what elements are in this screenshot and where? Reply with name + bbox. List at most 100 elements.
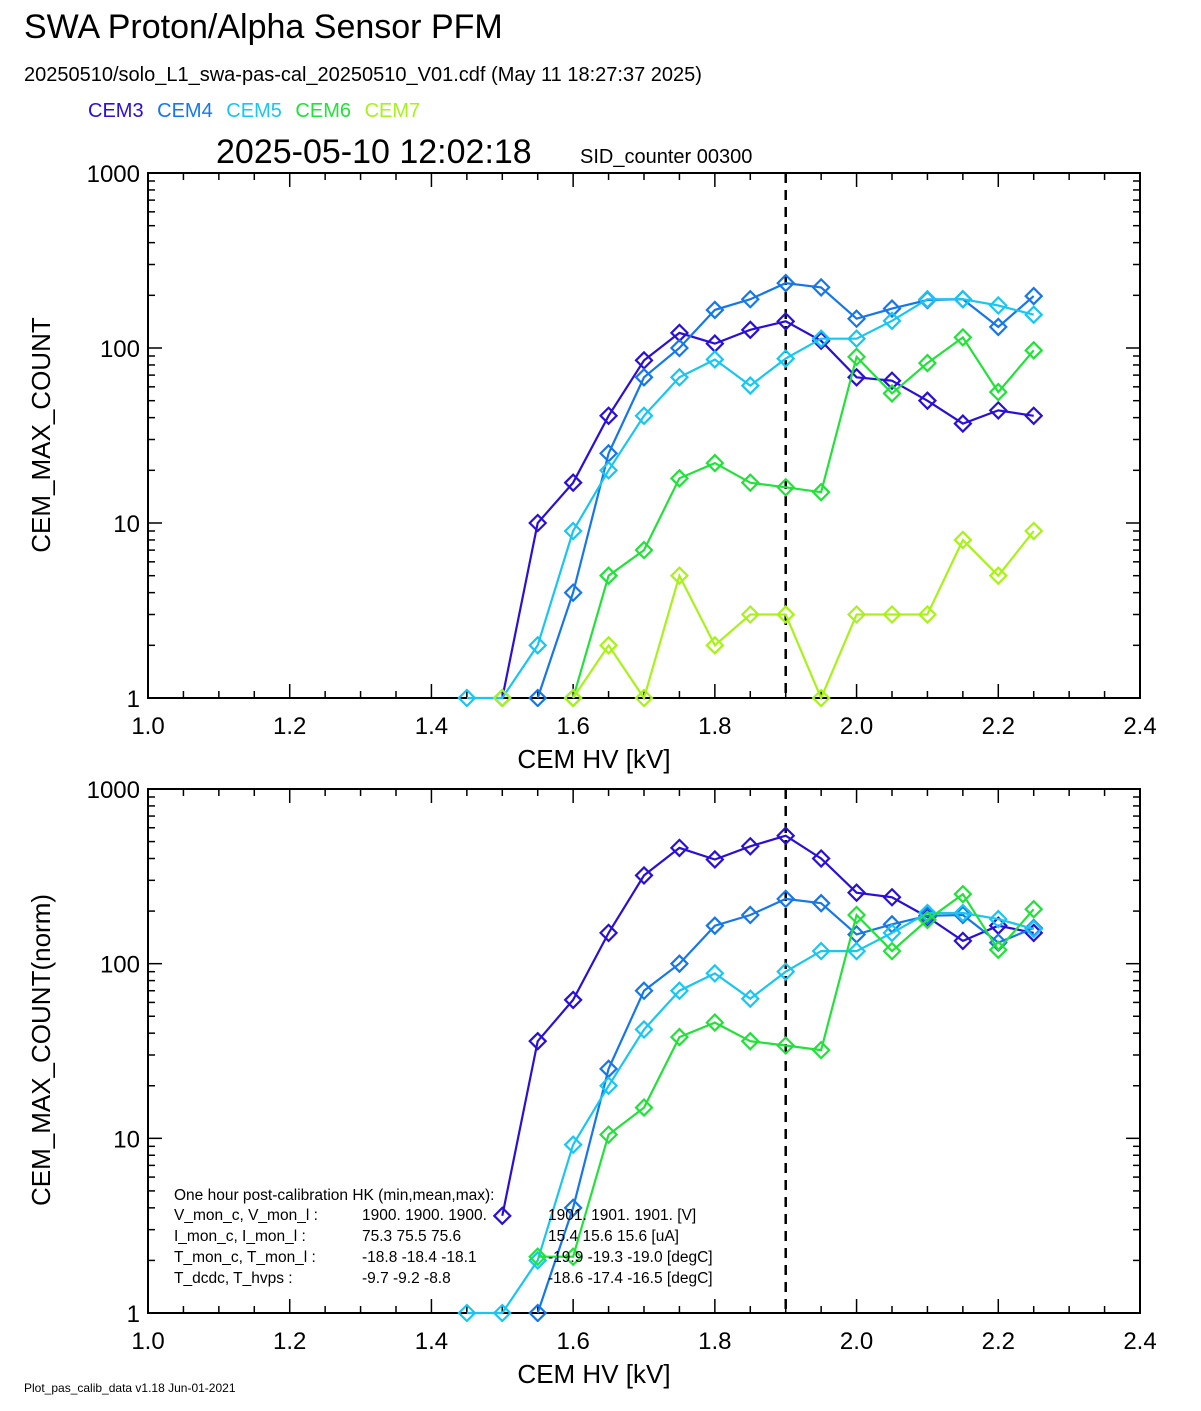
data-point-cem7: [705, 635, 725, 655]
data-point-cem3: [740, 320, 760, 340]
data-point-cem5: [953, 289, 973, 309]
data-point-cem4: [669, 338, 689, 358]
plot-panel-1: 1.0 1.2 1.4 1.6 1.8 2.0 2.2 2.4 1 10 100 1000 CEM HV…: [26, 161, 1157, 774]
y-tick-label: 1: [127, 1301, 140, 1328]
data-point-cem3: [882, 887, 902, 907]
data-point-cem3: [599, 923, 619, 943]
data-point-cem6: [563, 1247, 583, 1267]
data-point-cem5: [847, 941, 867, 961]
data-point-cem7: [811, 688, 831, 707]
data-point-cem3: [953, 931, 973, 951]
data-point-cem3: [528, 513, 548, 533]
data-point-cem6: [811, 482, 831, 502]
data-point-cem7: [776, 604, 796, 625]
data-point-cem7: [953, 530, 973, 550]
data-point-cem5: [669, 367, 689, 387]
x-tick-label: 1.2: [273, 1328, 306, 1355]
data-point-cem3: [953, 414, 973, 434]
data-point-cem5: [988, 295, 1008, 316]
plot-panel-2: 1.0 1.2 1.4 1.6 1.8 2.0 2.2 2.4 1 10 100 1000 CEM HV…: [26, 777, 1157, 1389]
data-point-cem5: [528, 635, 548, 655]
data-point-cem5: [634, 1019, 654, 1040]
data-point-cem7: [1024, 521, 1044, 541]
data-point-cem6: [599, 566, 619, 586]
data-point-cem6: [776, 1035, 796, 1056]
data-point-cem4: [740, 289, 760, 309]
data-point-cem6: [988, 382, 1008, 402]
x-tick-label: 2.2: [982, 1328, 1015, 1355]
sid-counter: SID_counter 00300: [580, 146, 753, 168]
page-title: SWA Proton/Alpha Sensor PFM: [24, 8, 503, 46]
series-line-cem5: [466, 911, 1034, 1315]
data-point-cem6: [988, 940, 1008, 960]
data-point-cem3: [563, 990, 583, 1010]
y-tick-label: 10: [113, 1126, 140, 1153]
data-point-cem6: [882, 383, 902, 403]
data-point-cem5: [669, 981, 689, 1001]
data-point-cem5: [811, 329, 831, 349]
data-point-cem6: [669, 468, 689, 488]
hk-row-label: T_mon_c, T_mon_l :: [174, 1249, 316, 1266]
y-tick-label: 1000: [87, 161, 140, 188]
data-point-cem4: [847, 309, 867, 329]
data-point-cem3: [988, 400, 1008, 420]
data-point-cem6: [953, 884, 973, 904]
data-point-cem5: [740, 376, 760, 396]
series-line-cem5: [466, 298, 1034, 700]
data-point-cem4: [740, 905, 760, 925]
data-point-cem5: [457, 688, 477, 707]
data-point-cem6: [847, 905, 867, 925]
data-point-cem3: [705, 849, 725, 870]
data-point-cem3: [776, 311, 796, 331]
data-point-cem5: [811, 941, 831, 961]
file-subtitle: 20250510/solo_L1_swa-pas-cal_20250510_V0…: [24, 64, 702, 86]
x-tick-label: 1.8: [698, 713, 731, 740]
data-point-cem4: [669, 954, 689, 974]
data-point-cem4: [811, 277, 831, 297]
data-point-cem3: [776, 826, 796, 846]
data-point-cem6: [1024, 340, 1044, 360]
data-point-cem5: [917, 289, 937, 309]
data-point-cem6: [669, 1027, 689, 1047]
data-point-cem6: [953, 327, 973, 347]
data-point-cem5: [776, 962, 796, 982]
plot-frame: [147, 172, 1141, 699]
data-point-cem5: [563, 1135, 583, 1155]
data-point-cem4: [811, 893, 831, 913]
data-point-cem5: [563, 521, 583, 541]
hk-row-values-b: 1901. 1901. 1901. [V]: [548, 1207, 696, 1224]
data-point-cem6: [847, 347, 867, 367]
series-line-cem4: [536, 897, 1035, 1314]
hk-row-values-b: -18.6 -17.4 -16.5 [degC]: [548, 1270, 713, 1287]
x-axis-label: CEM HV [kV]: [517, 744, 670, 774]
data-point-cem4: [705, 916, 725, 936]
x-tick-label: 2.4: [1123, 1328, 1156, 1355]
data-point-cem4: [988, 317, 1008, 337]
hk-row-label: I_mon_c, I_mon_l :: [174, 1228, 306, 1245]
series-line-cem6: [537, 892, 1035, 1258]
data-point-cem4: [705, 300, 725, 320]
y-tick-label: 10: [113, 511, 140, 538]
x-tick-label: 1.8: [698, 1328, 731, 1355]
x-tick-label: 1.6: [556, 713, 589, 740]
x-tick-label: 1.0: [131, 1328, 164, 1355]
hk-title: One hour post-calibration HK (min,mean,m…: [174, 1187, 494, 1204]
legend-cem6: CEM6: [295, 100, 351, 122]
data-point-cem6: [634, 540, 654, 560]
data-point-cem6: [811, 1040, 831, 1060]
data-point-cem7: [847, 604, 867, 625]
data-point-cem5: [492, 1303, 512, 1322]
data-point-cem6: [528, 1247, 548, 1267]
data-point-cem4: [882, 299, 902, 319]
data-point-cem5: [599, 460, 619, 480]
data-point-cem7: [634, 688, 654, 707]
y-axis-label: CEM_MAX_COUNT: [26, 317, 56, 553]
data-point-cem3: [563, 473, 583, 493]
series-line-cem7: [572, 530, 1035, 701]
data-point-cem3: [740, 836, 760, 856]
x-tick-label: 2.0: [840, 713, 873, 740]
data-point-cem4: [1024, 286, 1044, 306]
data-point-cem6: [705, 1013, 725, 1033]
data-point-cem3: [811, 848, 831, 869]
